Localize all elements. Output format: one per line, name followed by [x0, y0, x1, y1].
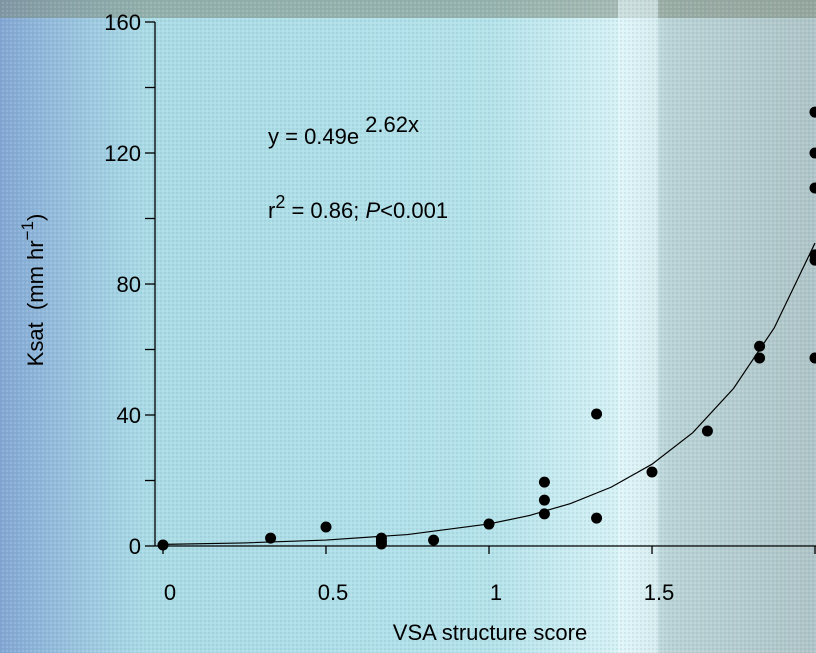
x-axis-title: VSA structure score [393, 620, 587, 645]
data-point [376, 539, 387, 550]
equation-base: y = 0.49e [268, 124, 359, 149]
stats-p: P [365, 198, 380, 223]
page: y = 0.49e2.62x r2 = 0.86; P<0.001 VSA st… [0, 0, 816, 653]
y-axis-title-main: Ksat (mm hr [23, 240, 48, 366]
data-point [591, 409, 602, 420]
y-tick-label: 0 [129, 534, 141, 559]
chart: y = 0.49e2.62x r2 = 0.86; P<0.001 VSA st… [0, 0, 816, 653]
data-point [428, 535, 439, 546]
stats-r: r [268, 198, 275, 223]
stats-r-sup: 2 [275, 192, 285, 212]
background-texture [0, 0, 816, 653]
y-axis-title-close: ) [23, 214, 48, 221]
x-tick-label: 0 [164, 580, 176, 605]
stats-text: = 0.86; [285, 198, 365, 223]
y-axis-title-sup: −1 [18, 221, 37, 240]
data-point [265, 533, 276, 544]
stats-p-text: <0.001 [380, 198, 448, 223]
x-tick-label: 0.5 [318, 580, 349, 605]
data-point [484, 519, 495, 530]
y-tick-label: 40 [117, 403, 141, 428]
data-point [647, 466, 658, 477]
data-point [754, 353, 765, 364]
data-point [539, 508, 550, 519]
y-tick-label: 120 [104, 141, 141, 166]
data-point [591, 513, 602, 524]
data-point [754, 341, 765, 352]
x-tick-label: 1 [490, 580, 502, 605]
data-point [539, 495, 550, 506]
x-tick-label: 1.5 [644, 580, 675, 605]
y-tick-label: 80 [117, 272, 141, 297]
data-point [702, 426, 713, 437]
data-point [539, 477, 550, 488]
data-point [158, 540, 169, 551]
equation-exponent: 2.62x [365, 112, 419, 137]
data-point [321, 522, 332, 533]
y-tick-label: 160 [104, 10, 141, 35]
